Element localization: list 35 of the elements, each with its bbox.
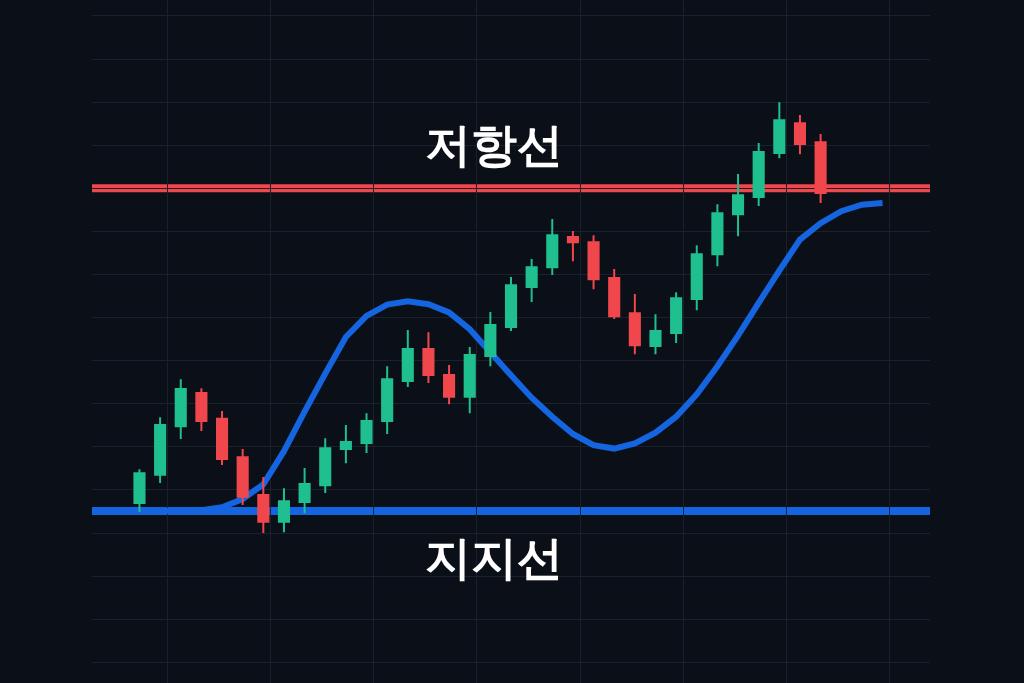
candlestick <box>422 331 435 385</box>
candlestick <box>154 416 167 485</box>
candlestick <box>484 310 497 368</box>
candlestick <box>339 423 352 465</box>
candlestick <box>752 142 765 207</box>
candlestick <box>525 257 538 304</box>
candlestick <box>360 412 373 454</box>
candlestick <box>731 173 745 238</box>
candlestick <box>133 468 146 513</box>
candlestick <box>463 345 476 415</box>
candlestick <box>587 234 600 291</box>
candlestick <box>649 313 662 356</box>
candlestick <box>381 365 394 435</box>
candlestick <box>566 229 579 263</box>
candlestick <box>690 244 703 312</box>
candlestick <box>401 329 414 388</box>
candlestick <box>215 410 229 466</box>
candlestick <box>319 437 332 494</box>
candlestick <box>443 363 456 406</box>
candlestick <box>773 101 786 160</box>
candlestick <box>504 276 518 332</box>
candlestick <box>793 114 807 156</box>
ref-line-label: 저항선 <box>425 118 563 172</box>
candlestick <box>257 476 270 535</box>
candlestick <box>608 267 621 320</box>
candlestick <box>174 378 187 441</box>
candlestick <box>628 292 641 356</box>
ref-line-label: 지지선 <box>425 531 563 585</box>
candlestick <box>195 387 208 432</box>
candlestick <box>670 291 683 345</box>
candlestick <box>277 487 291 534</box>
candlestick <box>546 217 559 276</box>
candlestick <box>236 448 249 507</box>
candlestick <box>711 203 724 268</box>
candlestick <box>298 466 311 515</box>
